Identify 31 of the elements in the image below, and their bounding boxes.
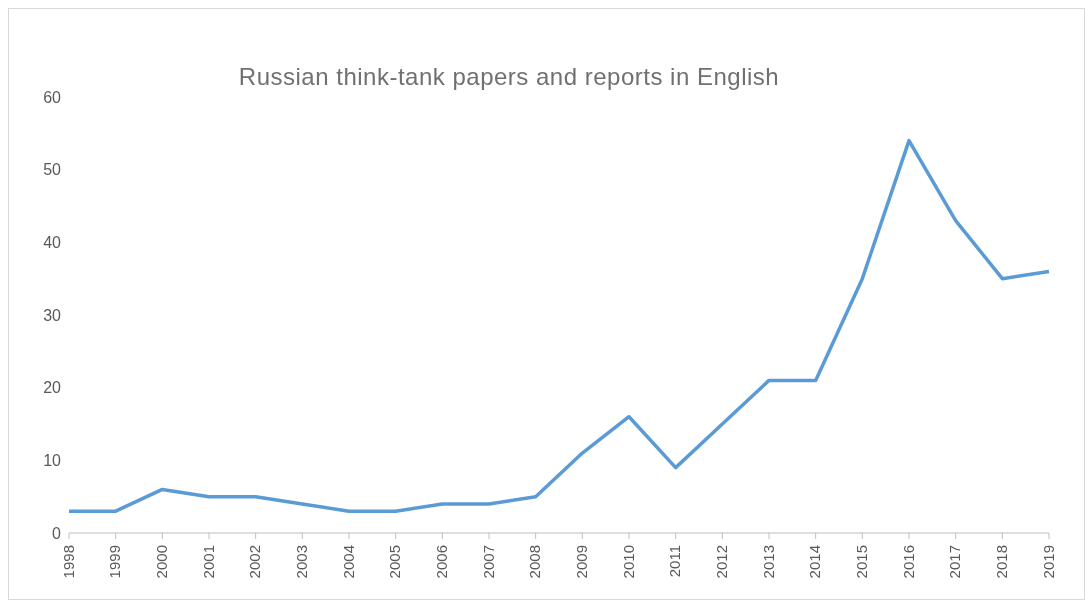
- x-tick-label: 2008: [526, 545, 544, 579]
- x-tick-label: 1998: [59, 545, 77, 579]
- x-tick-label: 2006: [432, 545, 450, 579]
- x-tick-label: 2001: [199, 545, 217, 579]
- y-tick-label: 20: [43, 379, 62, 397]
- y-tick-label: 60: [43, 88, 62, 106]
- chart-title: Russian think-tank papers and reports in English: [238, 63, 780, 90]
- x-tick-label: 2011: [666, 545, 684, 578]
- x-tick-label: 2013: [759, 545, 777, 579]
- y-tick-label: 0: [52, 524, 62, 542]
- x-tick-label: 2009: [572, 545, 590, 579]
- y-tick-label: 40: [43, 234, 62, 252]
- x-tick-label: 2000: [152, 545, 170, 579]
- x-tick-label: 2014: [806, 545, 824, 579]
- x-tick-label: 2010: [619, 545, 637, 579]
- y-tick-label: 30: [43, 306, 62, 324]
- x-tick-label: 2018: [992, 545, 1010, 579]
- x-tick-label: 2003: [292, 545, 310, 579]
- x-tick-label: 2016: [899, 545, 917, 579]
- y-tick-label: 10: [43, 452, 62, 470]
- x-tick-label: 2007: [479, 545, 497, 579]
- x-tick-label: 2002: [246, 545, 264, 579]
- x-tick-label: 2015: [852, 545, 870, 579]
- x-tick-label: 1999: [106, 545, 124, 579]
- x-tick-label: 2017: [946, 545, 964, 579]
- line-series: [67, 138, 1051, 513]
- x-tick-label: 2005: [386, 545, 404, 579]
- x-tick-label: 2012: [712, 545, 730, 579]
- x-tick-label: 2019: [1039, 545, 1057, 579]
- x-tick-label: 2004: [339, 545, 357, 579]
- y-tick-label: 50: [43, 161, 62, 179]
